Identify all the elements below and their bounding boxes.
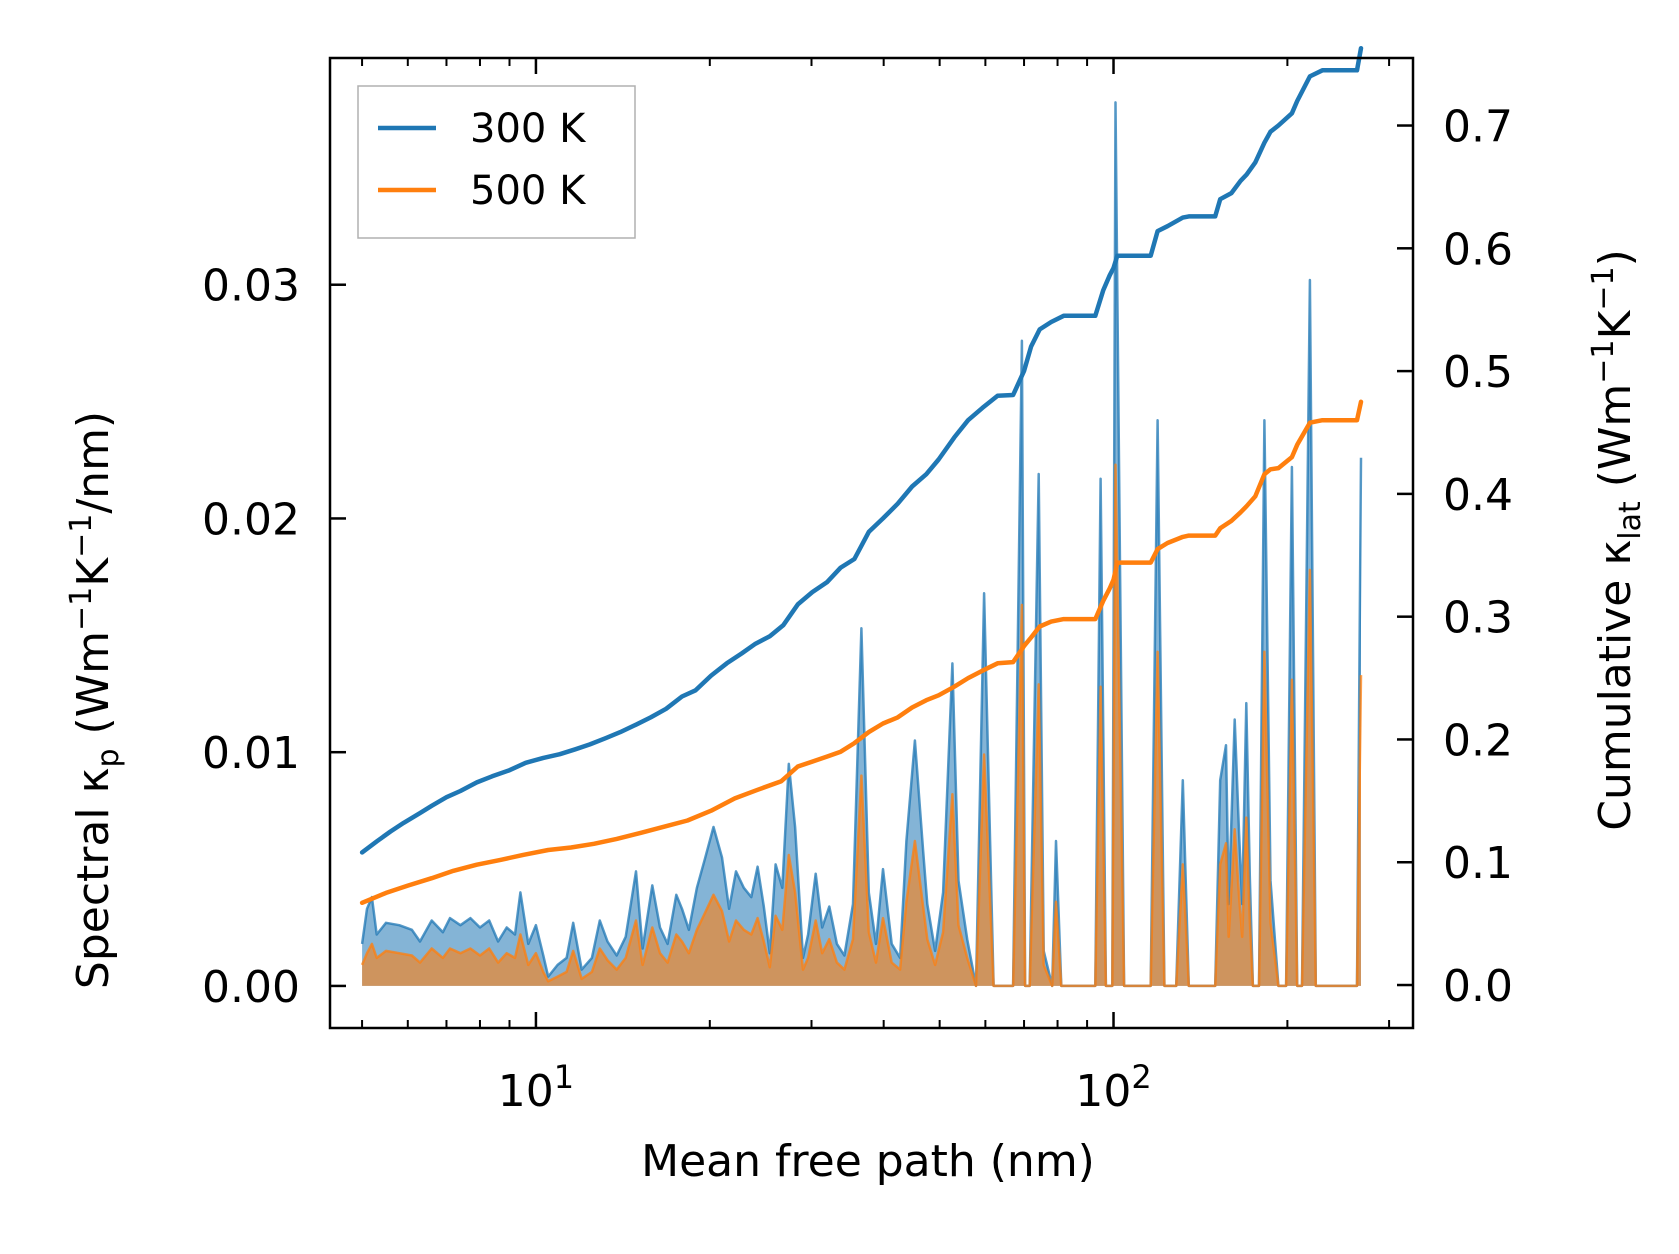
y-left-label-main: Spectral κ <box>68 768 119 990</box>
y-right-tick-label: 0.3 <box>1443 593 1513 644</box>
plot-area <box>359 45 1364 988</box>
y-right-label-sup2: −1 <box>1586 266 1621 310</box>
x-tick-label-100: 102 <box>1075 1058 1151 1117</box>
legend-label-500k: 500 K <box>470 168 587 214</box>
legend-label-300k: 300 K <box>470 106 587 152</box>
x-tick-exponent: 1 <box>554 1058 574 1096</box>
y-left-tick-label: 0.01 <box>202 728 300 779</box>
x-tick-exponent: 2 <box>1131 1058 1151 1096</box>
y-left-label-sup2: −1 <box>64 514 99 558</box>
legend-frame <box>357 85 636 239</box>
axes-frame <box>328 56 1415 1030</box>
spectral-fill-500k <box>362 464 1362 986</box>
spectral-line-500k <box>360 463 1363 988</box>
y-right-label-unit-mid: K <box>1590 309 1641 339</box>
legend: 300 K 500 K <box>357 85 636 239</box>
cumulative-line-500k <box>359 399 1364 906</box>
y-left-label-sup1: −1 <box>64 587 99 631</box>
y-right-label-sub: lat <box>1613 501 1648 540</box>
y-right-tick-label: 0.2 <box>1443 715 1513 766</box>
spectral-line-300k <box>360 101 1363 988</box>
y-right-tick-label: 0.0 <box>1443 961 1513 1012</box>
y-left-label-sub: p <box>91 748 126 767</box>
y-left-label-unit-pre: (Wm <box>68 631 119 749</box>
y-right-label-main: Cumulative κ <box>1590 540 1641 831</box>
y-left-label-unit-mid: K <box>68 557 119 587</box>
cumulative-line-300k <box>359 45 1364 855</box>
y-left-tick-label: 0.02 <box>202 494 300 545</box>
y-right-tick-label: 0.6 <box>1443 224 1513 275</box>
y-right-axis-label: Cumulative κlat (Wm−1K−1) <box>1586 249 1648 831</box>
y-right-label-unit-post: ) <box>1590 249 1641 266</box>
x-tick-base: 10 <box>1075 1066 1131 1117</box>
y-right-tick-label: 0.4 <box>1443 470 1513 521</box>
x-tick-base: 10 <box>498 1066 554 1117</box>
y-right-tick-label: 0.5 <box>1443 347 1513 398</box>
x-axis-label: Mean free path (nm) <box>641 1136 1095 1187</box>
y-left-tick-label: 0.03 <box>202 261 300 312</box>
y-left-tick-label: 0.00 <box>202 962 300 1013</box>
y-right-label-sup1: −1 <box>1586 339 1621 383</box>
y-right-tick-label: 0.7 <box>1443 102 1513 153</box>
axes: 101 1020.000.010.020.030.00.10.20.30.40.5… <box>202 56 1513 1117</box>
y-right-label-unit-pre: (Wm <box>1590 384 1641 502</box>
y-right-tick-label: 0.1 <box>1443 838 1513 889</box>
y-left-axis-label: Spectral κp (Wm−1K−1/nm) <box>64 411 126 989</box>
x-tick-label-10: 101 <box>498 1058 574 1117</box>
y-left-label-unit-post: /nm) <box>68 411 119 514</box>
